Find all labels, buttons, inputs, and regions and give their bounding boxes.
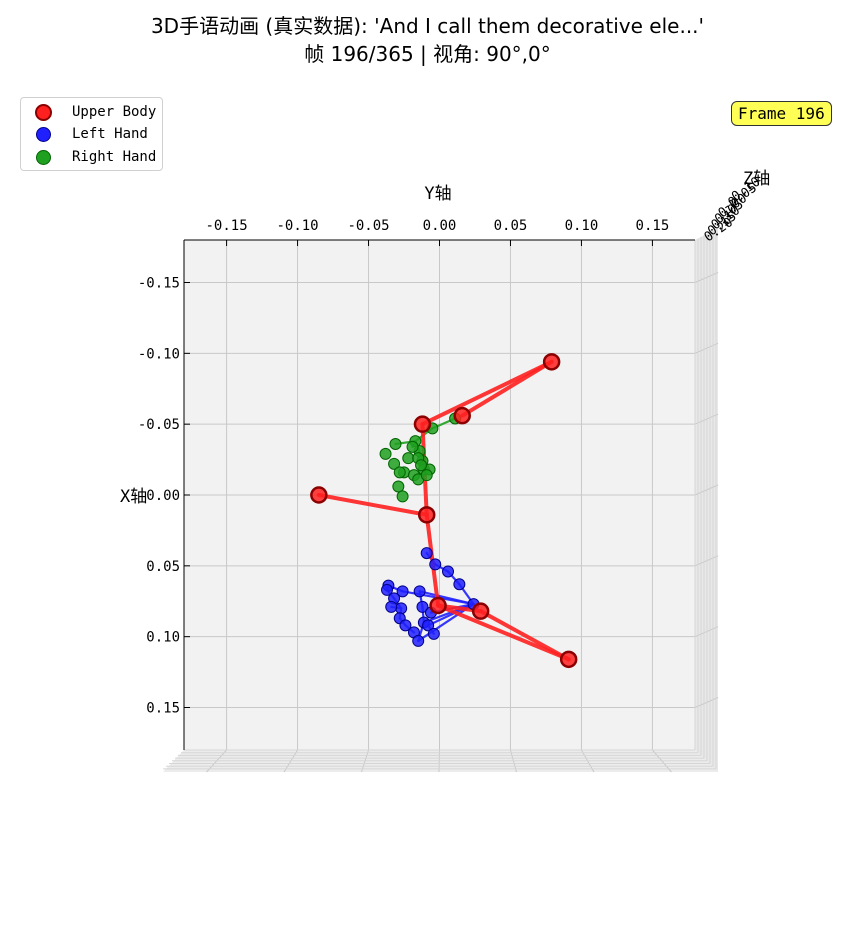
right-hand-point <box>388 457 401 470</box>
x-tick-label: 0.10 <box>146 630 180 646</box>
z-axis-label: Z轴 <box>743 169 770 189</box>
legend-label-upper-body: Upper Body <box>72 104 157 120</box>
left-hand-point <box>385 600 398 613</box>
x-tick-label: 0.15 <box>146 701 180 717</box>
x-tick-label: 0.00 <box>146 488 180 504</box>
x-tick-label: -0.10 <box>138 346 180 362</box>
x-tick-label: -0.05 <box>138 417 180 433</box>
x-tick-label: 0.05 <box>146 559 180 575</box>
legend-item-left-hand: Left Hand <box>35 124 148 144</box>
frame-badge: Frame 196 <box>731 101 832 126</box>
upper-body-point <box>453 406 471 425</box>
left-hand-point <box>416 600 429 613</box>
skeleton-points <box>310 353 578 669</box>
upper-body-edge <box>316 493 429 517</box>
right-hand-point <box>420 469 433 482</box>
left-hand-point <box>427 627 440 640</box>
legend-marker-left-hand <box>36 126 51 142</box>
left-hand-point <box>420 547 433 560</box>
right-hand-point <box>406 440 419 453</box>
upper-body-point <box>542 353 561 371</box>
left-hand-point <box>453 578 466 591</box>
right-hand-point <box>389 438 402 450</box>
y-tick-label: -0.10 <box>276 218 318 234</box>
y-tick-label: 0.00 <box>423 218 457 234</box>
right-hand-point <box>415 459 428 472</box>
upper-body-point <box>471 602 490 620</box>
upper-body-edge <box>420 359 554 427</box>
side-grid <box>163 229 719 770</box>
y-tick-label: -0.05 <box>347 218 389 234</box>
upper-body-point <box>413 415 432 433</box>
y-tick-label: 0.15 <box>636 218 670 234</box>
left-hand-point <box>412 634 425 647</box>
legend-label-left-hand: Left Hand <box>72 126 148 142</box>
y-tick-label: -0.15 <box>206 218 248 234</box>
upper-body-edge <box>436 603 571 662</box>
left-hand-edge <box>418 590 475 606</box>
left-hand-point <box>399 619 412 632</box>
legend-marker-right-hand <box>36 149 51 165</box>
left-hand-point <box>413 585 426 598</box>
right-hand-point <box>402 452 415 465</box>
y-tick-label: 0.10 <box>565 218 599 234</box>
legend-marker-upper-body <box>35 103 52 121</box>
chart-title-line1: 3D手语动画 (真实数据): 'And I call them decorati… <box>150 14 705 38</box>
right-hand-point <box>392 480 405 493</box>
x-tick-label: -0.15 <box>138 276 180 292</box>
upper-body-point <box>417 506 436 524</box>
left-hand-point <box>380 583 393 596</box>
x-axis-label: X轴 <box>120 487 147 507</box>
y-axis-label: Y轴 <box>424 184 451 204</box>
legend: Upper Body Left Hand Right Hand <box>20 97 163 171</box>
right-hand-point <box>396 490 409 503</box>
chart-title-line2: 帧 196/365 | 视角: 90°,0° <box>304 42 551 66</box>
upper-body-point <box>559 650 578 669</box>
legend-label-right-hand: Right Hand <box>72 149 157 165</box>
legend-item-right-hand: Right Hand <box>35 147 156 167</box>
right-hand-point <box>379 447 392 460</box>
left-hand-point <box>422 619 435 632</box>
left-hand-point <box>429 558 442 571</box>
left-hand-point <box>395 602 408 615</box>
right-hand-point <box>393 466 406 479</box>
left-hand-point <box>396 585 409 598</box>
left-hand-point <box>442 565 455 578</box>
upper-body-point <box>310 486 328 504</box>
y-tick-label: 0.05 <box>494 218 528 234</box>
grid <box>184 240 695 773</box>
legend-item-upper-body: Upper Body <box>35 102 156 122</box>
upper-body-point <box>429 596 447 615</box>
